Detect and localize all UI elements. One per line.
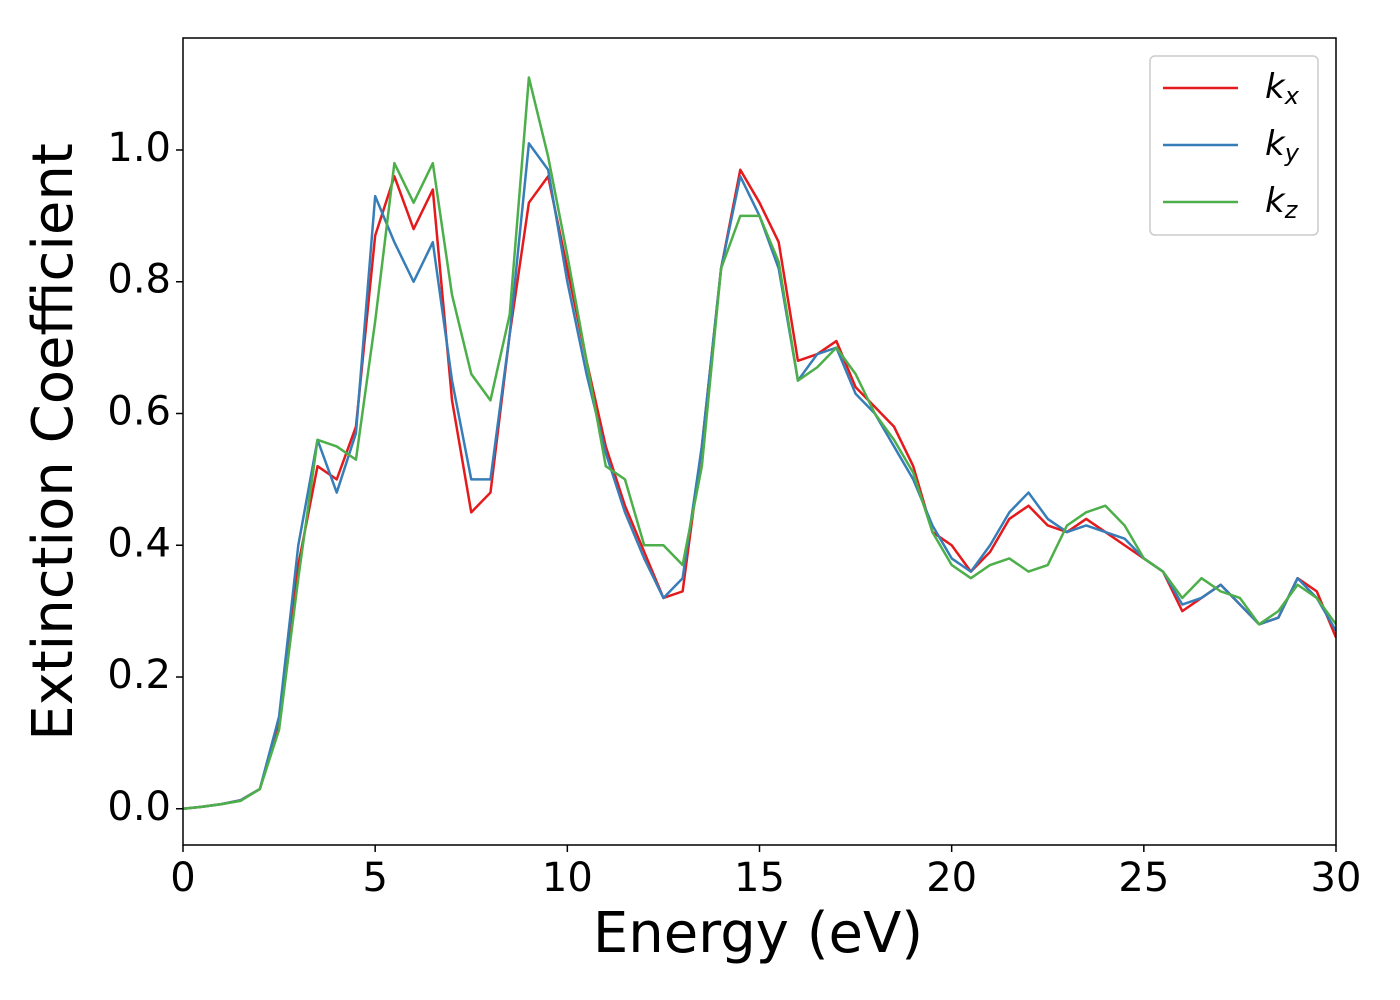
- x-tick-label: 30: [1311, 855, 1362, 901]
- legend-label: kx: [1265, 67, 1300, 111]
- y-axis-label: Extinction Coefficient: [21, 143, 86, 741]
- y-tick-label: 0.2: [107, 652, 171, 698]
- plot-frame: [182, 37, 1337, 846]
- x-tick-label: 25: [1118, 855, 1169, 901]
- x-axis-label: Energy (eV): [593, 901, 923, 966]
- x-tick-label: 10: [542, 855, 593, 901]
- y-tick-label: 0.6: [107, 389, 171, 435]
- x-tick-label: 20: [926, 855, 977, 901]
- data-line: [183, 168, 1336, 811]
- y-tick-label: 1.0: [107, 125, 171, 171]
- y-tick-label: 0.4: [107, 520, 171, 566]
- x-tick-label: 0: [170, 855, 195, 901]
- legend-label: ky: [1265, 124, 1300, 168]
- data-line: [183, 76, 1336, 811]
- x-tick-label: 5: [362, 855, 387, 901]
- legend-label: kz: [1265, 181, 1299, 225]
- y-tick-label: 0.0: [107, 784, 171, 830]
- x-tick-label: 15: [734, 855, 785, 901]
- y-tick-label: 0.8: [107, 257, 171, 303]
- data-line: [183, 142, 1336, 811]
